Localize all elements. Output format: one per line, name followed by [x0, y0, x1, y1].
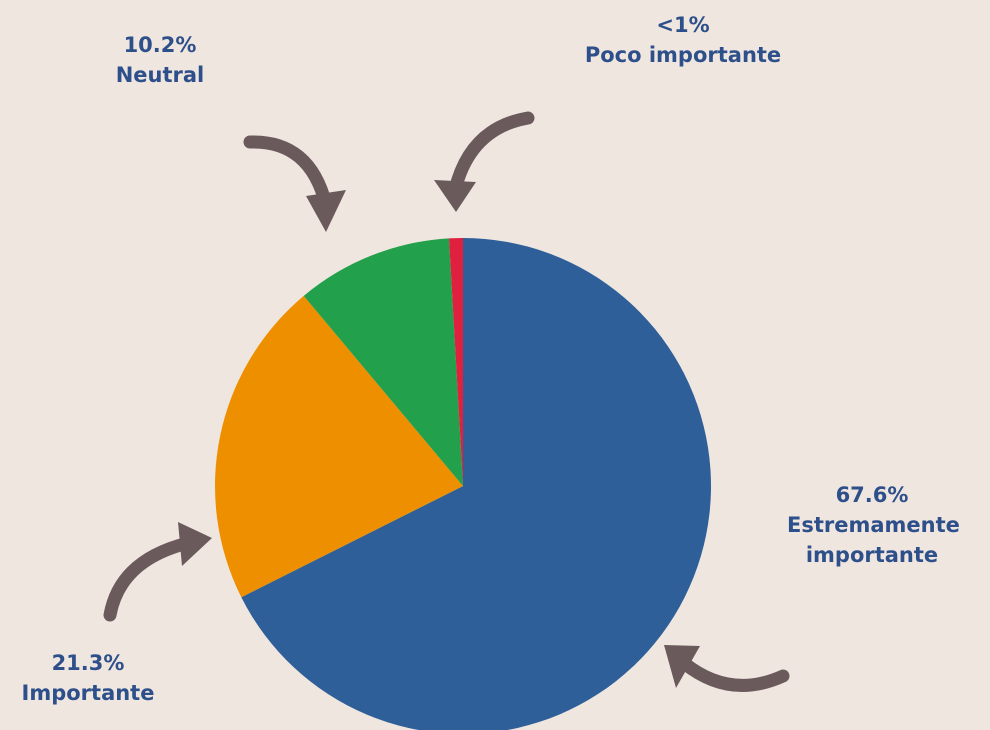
arrowhead — [434, 180, 476, 212]
pie — [215, 238, 711, 730]
arrowhead — [306, 190, 346, 232]
slice-label: 21.3% Importante — [0, 648, 178, 708]
arrow — [677, 656, 790, 692]
pie-slice — [215, 295, 463, 598]
arrows — [103, 111, 790, 692]
arrow — [243, 135, 333, 212]
value-label: 10.2% — [123, 33, 197, 57]
arrowhead — [664, 645, 700, 688]
pie-slice — [448, 238, 463, 486]
value-label: 67.6% — [835, 483, 909, 507]
category-label: Poco importante — [584, 43, 782, 67]
arrowheads — [178, 180, 700, 688]
slice-label: 10.2% Neutral — [70, 30, 250, 90]
slice-label: <1% Poco importante — [553, 10, 813, 70]
arrow — [103, 536, 195, 622]
pie-slice — [241, 238, 711, 730]
category-label: Importante — [21, 681, 155, 705]
arrowhead — [178, 522, 212, 566]
arrow — [448, 111, 535, 197]
pie-slice — [303, 238, 463, 486]
category-label: Neutral — [115, 63, 205, 87]
category-label: Estremamente importante — [787, 513, 960, 567]
value-label: <1% — [656, 13, 710, 37]
value-label: 21.3% — [51, 651, 125, 675]
slice-label: 67.6% Estremamente importante — [787, 480, 960, 570]
